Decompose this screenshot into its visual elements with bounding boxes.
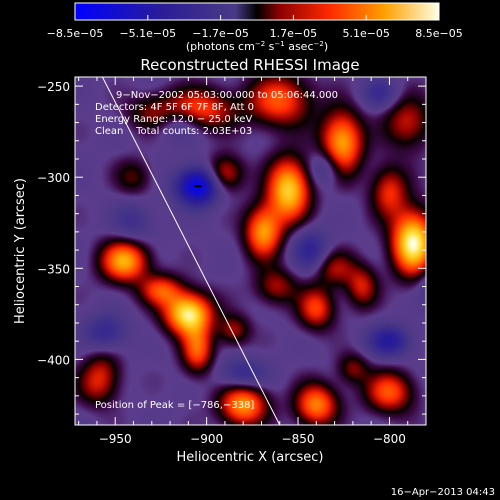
annotation-time-range: 9−Nov−2002 05:03:00.000 to 05:06:44.000 [116, 90, 338, 101]
annotation-clean-counts: Clean Total counts: 2.03E+03 [95, 126, 252, 137]
colorbar-tick-label: −1.7e−05 [192, 27, 249, 40]
y-axis-ticks [75, 85, 426, 415]
colorbar-tick-labels: −8.5e−05 −5.1e−05 −1.7e−05 1.7e−05 5.1e−05 8.… [47, 27, 463, 40]
y-tick-label: −300 [37, 171, 70, 185]
solar-limb-line [101, 77, 281, 425]
x-axis-tick-labels: −950 −900 −850 −800 [99, 432, 406, 446]
colorbar-tick-label: 1.7e−05 [270, 27, 317, 40]
peak-position-label: Position of Peak = [−786,−338] [95, 400, 254, 411]
annotation-detectors: Detectors: 4F 5F 6F 7F 8F, Att 0 [95, 102, 254, 113]
x-tick-label: −950 [99, 432, 132, 446]
y-tick-label: −350 [37, 262, 70, 276]
x-tick-label: −900 [190, 432, 223, 446]
x-tick-label: −800 [373, 432, 406, 446]
x-axis-label: Heliocentric X (arcsec) [177, 450, 324, 465]
chart-title: Reconstructed RHESSI Image [140, 56, 359, 74]
y-tick-label: −250 [37, 80, 70, 94]
peak-marker [194, 185, 202, 188]
plot-frame [74, 76, 427, 426]
y-axis-tick-labels: −250 −300 −350 −400 [37, 80, 70, 367]
colorbar [74, 2, 440, 21]
annotation-energy-range: Energy Range: 12.0 − 25.0 keV [95, 114, 252, 125]
colorbar-tick-label: 5.1e−05 [342, 27, 389, 40]
y-axis-label: Heliocentric Y (arcsec) [13, 178, 28, 324]
colorbar-unit-label: (photons cm−2 s−1 asec−2) [186, 40, 328, 53]
x-tick-label: −850 [282, 432, 315, 446]
x-axis-ticks [78, 77, 427, 425]
colorbar-ticks [74, 15, 440, 20]
colorbar-tick-label: 8.5e−05 [415, 27, 462, 40]
y-tick-label: −400 [37, 353, 70, 367]
footer-timestamp: 16−Apr−2013 04:43 [391, 487, 495, 498]
colorbar-tick-label: −5.1e−05 [119, 27, 176, 40]
colorbar-tick-label: −8.5e−05 [47, 27, 104, 40]
